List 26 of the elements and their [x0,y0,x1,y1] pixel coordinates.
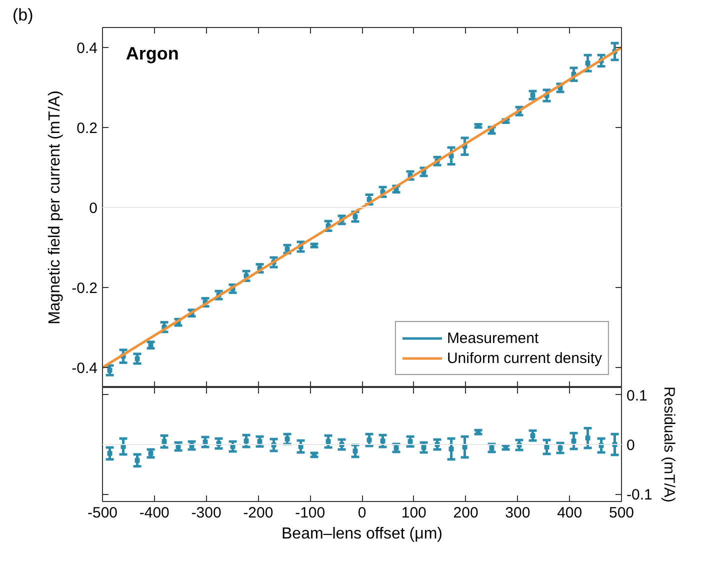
chart-title: (b) [12,6,34,24]
x-tick-label: -100 [295,504,326,522]
y-tick-label: 0.4 [76,40,98,57]
x-tick-label: -400 [139,504,170,522]
y2-tick-label: 0.1 [626,387,648,404]
x-tick-label: 500 [608,504,634,522]
x-axis-title: Beam–lens offset (μm) [282,526,442,542]
x-tick-label: 200 [453,504,478,522]
x-tick-label: -300 [191,504,222,522]
y2-axis-title: Residuals (mT/A) [660,386,678,502]
annotation: Argon [126,44,179,64]
y2-tick-label: 0 [626,437,635,454]
y-axis-title: Magnetic field per current (mT/A) [46,90,64,324]
x-tick-label: -500 [87,504,118,522]
y-tick-label: 0 [89,200,98,217]
x-tick-label: 400 [557,504,582,522]
legend-label: Measurement [446,330,539,346]
y-tick-label: 0.2 [76,120,98,137]
x-tick-label: 0 [358,504,366,522]
legend-label: Uniform current density [446,350,602,366]
x-tick-label: 100 [401,504,426,522]
x-tick-label: 300 [505,504,530,522]
y-tick-label: -0.4 [72,360,98,377]
y2-tick-label: -0.1 [626,486,652,504]
y-tick-label: -0.2 [72,280,98,297]
x-tick-label: -200 [243,504,274,522]
